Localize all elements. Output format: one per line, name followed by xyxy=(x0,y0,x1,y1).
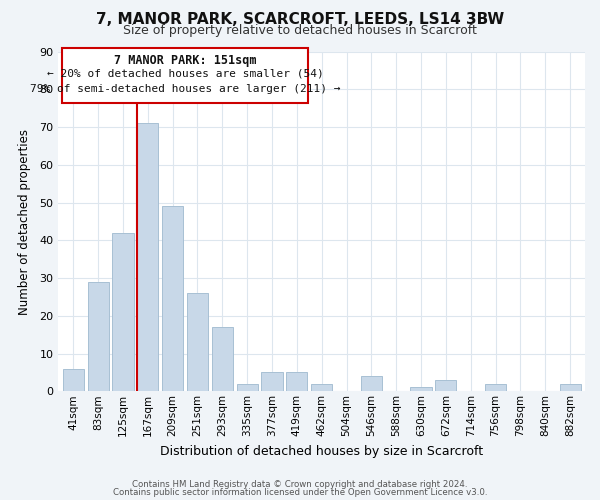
Bar xyxy=(212,327,233,392)
Bar xyxy=(436,380,457,392)
Bar xyxy=(137,124,158,392)
Bar xyxy=(236,384,258,392)
Bar xyxy=(485,384,506,392)
Text: Size of property relative to detached houses in Scarcroft: Size of property relative to detached ho… xyxy=(123,24,477,37)
Bar xyxy=(410,388,431,392)
Text: 7, MANOR PARK, SCARCROFT, LEEDS, LS14 3BW: 7, MANOR PARK, SCARCROFT, LEEDS, LS14 3B… xyxy=(96,12,504,28)
Bar xyxy=(262,372,283,392)
Text: ← 20% of detached houses are smaller (54): ← 20% of detached houses are smaller (54… xyxy=(47,69,323,79)
Bar xyxy=(560,384,581,392)
Text: Contains public sector information licensed under the Open Government Licence v3: Contains public sector information licen… xyxy=(113,488,487,497)
Bar xyxy=(63,368,84,392)
Bar xyxy=(88,282,109,392)
Bar xyxy=(187,293,208,392)
X-axis label: Distribution of detached houses by size in Scarcroft: Distribution of detached houses by size … xyxy=(160,444,483,458)
Bar xyxy=(311,384,332,392)
Bar xyxy=(286,372,307,392)
Bar xyxy=(112,233,134,392)
Bar xyxy=(162,206,183,392)
FancyBboxPatch shape xyxy=(62,48,308,102)
Y-axis label: Number of detached properties: Number of detached properties xyxy=(18,128,31,314)
Text: Contains HM Land Registry data © Crown copyright and database right 2024.: Contains HM Land Registry data © Crown c… xyxy=(132,480,468,489)
Text: 79% of semi-detached houses are larger (211) →: 79% of semi-detached houses are larger (… xyxy=(30,84,340,94)
Bar xyxy=(361,376,382,392)
Text: 7 MANOR PARK: 151sqm: 7 MANOR PARK: 151sqm xyxy=(114,54,256,66)
